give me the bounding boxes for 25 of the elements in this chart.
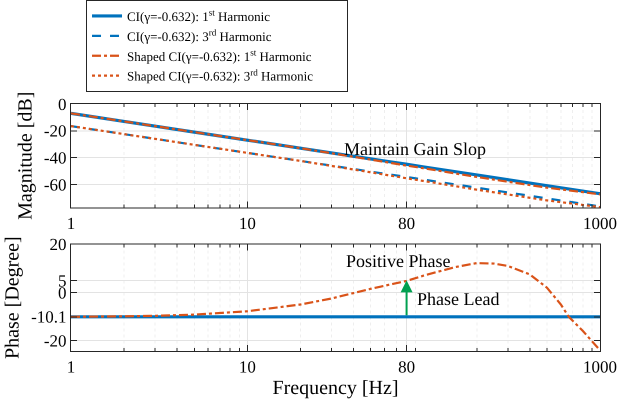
y-tick-label: -20: [44, 332, 66, 351]
legend-label: Shaped CI(γ=-0.632): 1$^{st}$ Harmonic: [127, 47, 312, 64]
annotation: Positive Phase: [346, 251, 451, 271]
legend-label: CI(γ=-0.632): 1$^{st}$ Harmonic: [127, 8, 270, 24]
y-tick-label: -60: [44, 175, 66, 194]
x-tick-label: 1: [66, 358, 76, 376]
x-tick-label: 10: [238, 214, 256, 233]
x-tick-label: 1000: [583, 358, 617, 376]
y-tick-label: -10.1: [31, 308, 66, 327]
x-tick-label: 10: [238, 358, 256, 376]
x-axis-title: Frequency [Hz]: [272, 377, 399, 399]
x-tick-label: 80: [398, 358, 416, 376]
x-tick-label: 1: [66, 214, 76, 233]
annotation: Maintain Gain Slop: [344, 139, 486, 159]
x-tick-label: 1000: [583, 214, 617, 233]
legend-label: Shaped CI(γ=-0.632): 3$^{rd}$ Harmonic: [127, 67, 314, 84]
x-tick-label: 80: [398, 214, 416, 233]
annotation: Phase Lead: [417, 289, 500, 309]
y-tick-label: -40: [44, 148, 66, 168]
y-tick-label: 0: [58, 94, 66, 114]
y-axis-title: Magnitude [dB]: [14, 92, 36, 220]
y-axis-title: Phase [Degree]: [2, 236, 24, 360]
y-tick-label: 20: [50, 235, 66, 254]
y-tick-label: -20: [44, 122, 66, 141]
legend-label: CI(γ=-0.632): 3$^{rd}$ Harmonic: [127, 27, 272, 44]
